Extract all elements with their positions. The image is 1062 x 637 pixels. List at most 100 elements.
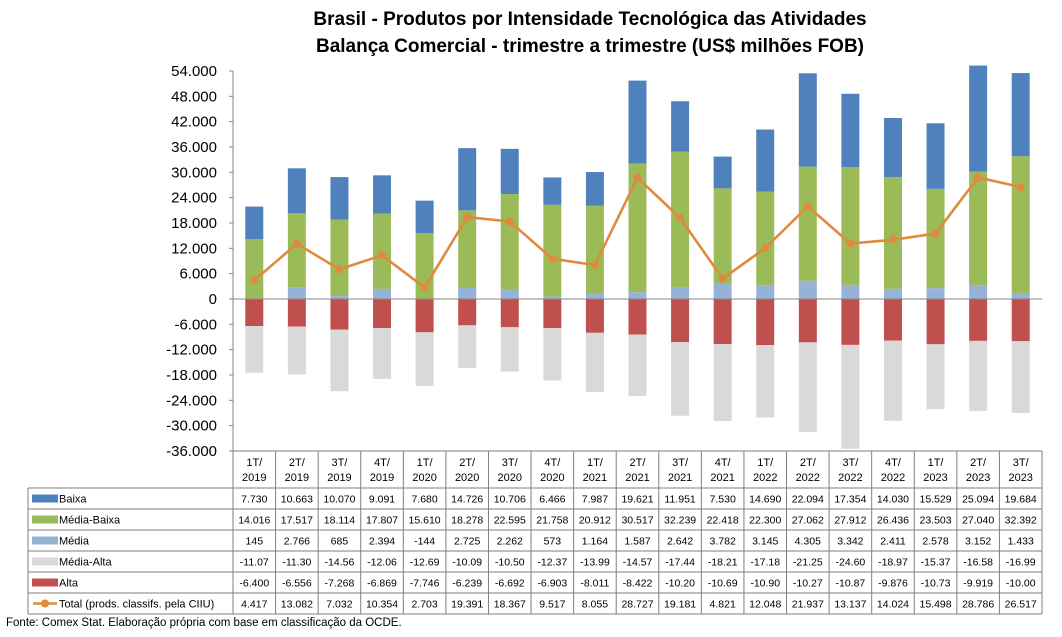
bar-m-dia-alta-10 bbox=[628, 334, 647, 397]
table-cell-m-dia: 2.725 bbox=[454, 536, 480, 548]
bar-alta-2 bbox=[287, 299, 306, 327]
y-tick-label: 36.000 bbox=[171, 139, 217, 156]
table-cell-m-dia-alta: -21.25 bbox=[793, 557, 823, 569]
chart-title-line-1: Brasil - Produtos por Intensidade Tecnol… bbox=[313, 9, 867, 30]
category-label-quarter: 3T/ bbox=[842, 457, 859, 469]
table-cell-total: 28.786 bbox=[962, 599, 994, 611]
bar-alta-18 bbox=[969, 299, 988, 341]
category-label-year: 2023 bbox=[1008, 472, 1032, 484]
bar-m-dia-baixa-7 bbox=[500, 194, 519, 290]
table-cell-m-dia-baixa: 22.418 bbox=[707, 515, 739, 527]
table-cell-m-dia: 4.305 bbox=[795, 536, 821, 548]
category-label-year: 2023 bbox=[966, 472, 990, 484]
table-cell-m-dia-alta: -13.99 bbox=[580, 557, 610, 569]
table-cell-alta: -10.87 bbox=[836, 578, 866, 590]
table-cell-m-dia-baixa: 23.503 bbox=[919, 515, 951, 527]
y-tick-label: -36.000 bbox=[166, 443, 217, 460]
bar-m-dia-alta-11 bbox=[671, 342, 690, 416]
category-label-year: 2021 bbox=[668, 472, 692, 484]
table-cell-alta: -6.869 bbox=[367, 578, 397, 590]
category-label-year: 2019 bbox=[285, 472, 309, 484]
bar-baixa-12 bbox=[713, 156, 732, 189]
total-point-1 bbox=[250, 276, 259, 285]
bar-m-dia-alta-17 bbox=[926, 344, 945, 410]
table-cell-m-dia-alta: -11.30 bbox=[282, 557, 311, 569]
table-cell-total: 12.048 bbox=[749, 599, 781, 611]
bar-m-dia-18 bbox=[969, 285, 988, 299]
legend-label-alta: Alta bbox=[59, 578, 79, 590]
bar-alta-14 bbox=[798, 299, 817, 343]
total-point-9 bbox=[590, 260, 599, 269]
y-tick-label: -12.000 bbox=[166, 342, 217, 359]
table-cell-total: 19.391 bbox=[451, 599, 483, 611]
bars-layer bbox=[245, 65, 1030, 449]
total-point-11 bbox=[676, 214, 685, 223]
bar-baixa-3 bbox=[330, 177, 349, 220]
table-cell-m-dia-alta: -10.50 bbox=[495, 557, 525, 569]
table-cell-alta: -6.556 bbox=[282, 578, 312, 590]
category-label-quarter: 3T/ bbox=[1013, 457, 1030, 469]
bar-baixa-13 bbox=[756, 129, 775, 192]
table-cell-m-dia: 573 bbox=[544, 536, 562, 548]
category-label-year: 2021 bbox=[710, 472, 734, 484]
table-cell-m-dia: 2.394 bbox=[369, 536, 395, 548]
legend-label-baixa: Baixa bbox=[59, 494, 87, 506]
y-tick-label: 18.000 bbox=[171, 215, 217, 232]
category-label-year: 2022 bbox=[753, 472, 777, 484]
table-cell-m-dia-alta: -12.69 bbox=[410, 557, 440, 569]
bar-baixa-15 bbox=[841, 93, 860, 168]
bar-m-dia-alta-6 bbox=[458, 325, 477, 368]
table-cell-m-dia-baixa: 17.807 bbox=[366, 515, 398, 527]
bar-baixa-18 bbox=[969, 65, 988, 172]
legend-key-m-dia-alta bbox=[32, 557, 58, 566]
total-point-5 bbox=[420, 283, 429, 292]
table-cell-m-dia-alta: -16.99 bbox=[1006, 557, 1036, 569]
bar-m-dia-baixa-16 bbox=[883, 177, 902, 289]
category-label-quarter: 4T/ bbox=[374, 457, 391, 469]
bar-m-dia-baixa-10 bbox=[628, 163, 647, 293]
bar-m-dia-14 bbox=[798, 280, 817, 299]
category-label-year: 2021 bbox=[625, 472, 649, 484]
table-cell-alta: -10.73 bbox=[921, 578, 951, 590]
table-cell-m-dia: 2.411 bbox=[880, 536, 906, 548]
category-label-year: 2020 bbox=[498, 472, 522, 484]
category-label-year: 2019 bbox=[370, 472, 394, 484]
category-label-quarter: 4T/ bbox=[544, 457, 561, 469]
bar-m-dia-baixa-12 bbox=[713, 188, 732, 284]
total-point-15 bbox=[846, 239, 855, 248]
table-cell-baixa: 10.706 bbox=[494, 494, 526, 506]
table-cell-alta: -10.20 bbox=[665, 578, 695, 590]
y-tick-label: 0 bbox=[209, 291, 217, 308]
table-cell-baixa: 7.680 bbox=[411, 494, 437, 506]
category-label-year: 2019 bbox=[242, 472, 266, 484]
bar-m-dia-alta-4 bbox=[373, 328, 392, 379]
table-cell-alta: -10.27 bbox=[793, 578, 823, 590]
category-label-quarter: 2T/ bbox=[970, 457, 987, 469]
bar-m-dia-12 bbox=[713, 283, 732, 299]
bar-m-dia-alta-9 bbox=[585, 332, 604, 392]
table-cell-m-dia-baixa: 22.300 bbox=[749, 515, 781, 527]
axis-layer: 54.000 48.000 42.000 36.000 30.000 24.000 18.0… bbox=[166, 63, 1042, 460]
bar-alta-16 bbox=[883, 299, 902, 341]
legend-label-total: Total (prods. classifs. pela CIIU) bbox=[59, 599, 214, 611]
chart-title: Brasil - Produtos por Intensidade Tecnol… bbox=[190, 6, 990, 60]
y-tick-label: 54.000 bbox=[171, 63, 217, 80]
table-cell-m-dia: 3.152 bbox=[965, 536, 991, 548]
y-tick-label: -6.000 bbox=[174, 316, 217, 333]
table-cell-baixa: 6.466 bbox=[539, 494, 565, 506]
bar-m-dia-19 bbox=[1011, 292, 1030, 299]
bar-alta-12 bbox=[713, 299, 732, 345]
total-point-14 bbox=[803, 202, 812, 211]
bar-m-dia-10 bbox=[628, 292, 647, 299]
bar-baixa-10 bbox=[628, 80, 647, 164]
bar-m-dia-11 bbox=[671, 287, 690, 299]
bar-baixa-16 bbox=[883, 117, 902, 178]
table-cell-m-dia: 3.145 bbox=[752, 536, 778, 548]
data-table: 1T/2019 2T/2019 3T/2019 4T/2019 1T/2020 2T/20… bbox=[27, 450, 1043, 615]
bar-baixa-1 bbox=[245, 206, 264, 240]
bar-alta-1 bbox=[245, 299, 264, 327]
table-cell-total: 21.937 bbox=[792, 599, 824, 611]
bar-m-dia-baixa-2 bbox=[287, 213, 306, 288]
total-point-13 bbox=[761, 244, 770, 253]
table-cell-alta: -10.90 bbox=[750, 578, 780, 590]
